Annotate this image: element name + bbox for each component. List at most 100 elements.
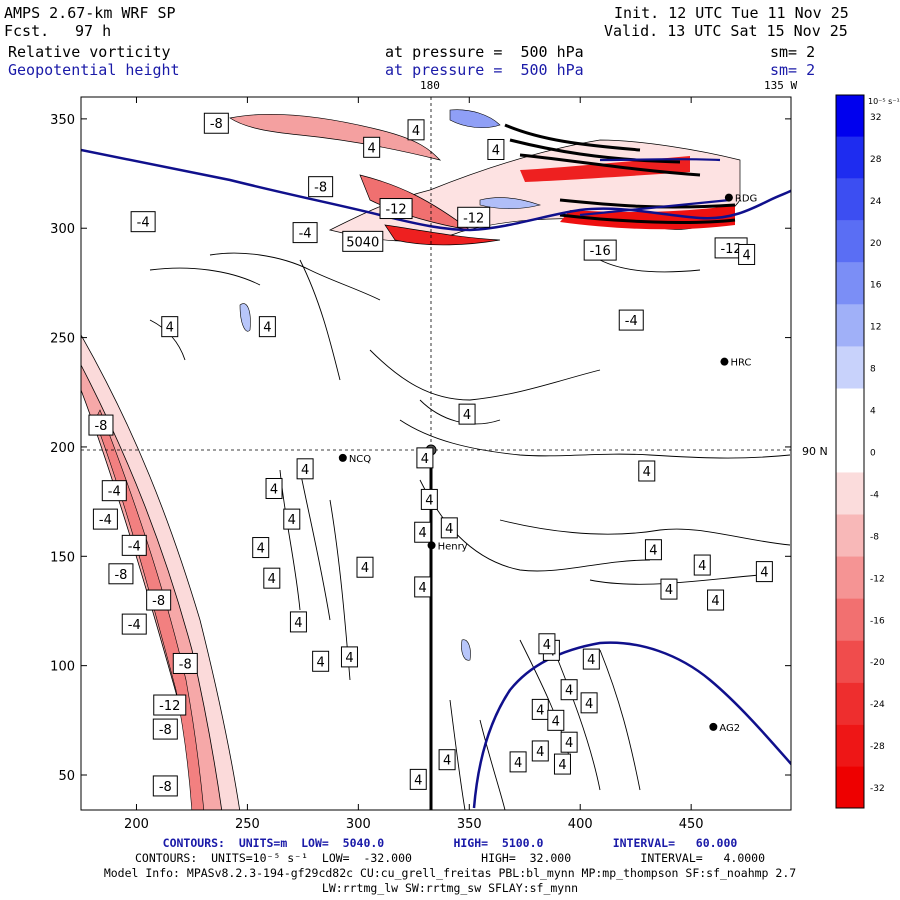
contour-label: 4 [161, 316, 179, 338]
contour-label: 4 [438, 749, 456, 771]
colorbar-swatch [836, 346, 864, 389]
contour-label-text: -8 [94, 419, 107, 434]
contour-label: 4 [531, 740, 549, 762]
center-red-streak [384, 224, 501, 246]
contour-label-box [638, 460, 656, 482]
valid-time: Valid. 13 UTC Sat 15 Nov 25 [604, 22, 848, 40]
contour-label-text: 4 [270, 482, 278, 497]
contour-label-box [458, 403, 476, 425]
colorbar-swatch [836, 304, 864, 347]
contour-label-box [88, 414, 114, 436]
contour-label-box [531, 740, 549, 762]
contour-label-box [152, 775, 178, 797]
contour-label-text: 4 [536, 745, 544, 760]
colorbar-label: 4 [870, 407, 876, 417]
contour-label-text: 4 [288, 513, 296, 528]
contour-label-text: 4 [760, 566, 768, 581]
model-info: Model Info: MPASv8.2.3-194-gf29cd82c CU:… [103, 866, 797, 880]
field1-level: at pressure = 500 hPa [385, 43, 584, 61]
colorbar-label: 24 [870, 197, 882, 207]
contour-label-box [547, 709, 565, 731]
contour-label: -8 [88, 414, 114, 436]
contour-label-text: 4 [361, 561, 369, 576]
station-label: RDG [735, 194, 757, 205]
station-dot [338, 453, 347, 462]
contour-label: 4 [738, 243, 756, 265]
contour-label-text: -16 [590, 244, 611, 259]
contour-label-text: -8 [314, 181, 327, 196]
contour-label-text: -12 [159, 699, 180, 714]
blue-blob-3 [239, 303, 251, 332]
contour-label-text: 4 [665, 583, 673, 598]
contour-label-text: 4 [543, 638, 551, 653]
contour-label-box [414, 576, 432, 598]
contour-label: 4 [440, 517, 458, 539]
station-dot [720, 357, 729, 366]
colorbar-units: 10⁻⁵ s⁻¹ [868, 97, 900, 106]
colorbar-label: 12 [870, 323, 881, 333]
contour-label-box [509, 751, 527, 773]
contour-label: -8 [203, 112, 229, 134]
contour-label-box [755, 561, 773, 583]
colorbar-swatch [836, 262, 864, 305]
contour-label: -12 [379, 198, 413, 220]
contour-label-box [308, 176, 334, 198]
colorbar-label: -28 [870, 742, 885, 752]
contour-label: 4 [265, 477, 283, 499]
contour-label-box [101, 480, 127, 502]
colorbar-swatch [836, 220, 864, 263]
contour-label-text: -8 [159, 723, 172, 738]
contour-label: -8 [146, 589, 172, 611]
contour-label-box [457, 206, 491, 228]
contour-label: 4 [638, 460, 656, 482]
upper-jet-core-red-2 [520, 156, 690, 182]
contour-label-box [340, 646, 358, 668]
colorbar: 32 28 24 20 16 12 8 4 0 -4 -8 -12 -16 -20 -24 -28 -32 10⁻… [835, 94, 900, 809]
contour-label-box [416, 447, 434, 469]
contour-label-box [407, 119, 425, 141]
contour-label-text: 4 [585, 697, 593, 712]
contour-label: -12 [457, 206, 491, 228]
contour-label-box [130, 211, 156, 233]
height-contour-5100 [472, 641, 791, 809]
contour-label: 4 [340, 646, 358, 668]
contour-label-box [296, 458, 314, 480]
contour-label-box [252, 537, 270, 559]
contour-label: -8 [172, 652, 198, 674]
contour-label: -4 [92, 508, 118, 530]
contour-label-box [258, 316, 276, 338]
colorbar-swatch [836, 766, 864, 808]
contour-label-text: 4 [268, 572, 276, 587]
colorbar-label: -24 [870, 700, 885, 710]
contour-label-box [108, 563, 134, 585]
contour-label-text: 5040 [346, 235, 379, 250]
contour-label-text: 4 [445, 522, 453, 537]
contour-label: -8 [108, 563, 134, 585]
station-label: HRC [730, 358, 751, 369]
lat-label-90n: 90 N [802, 445, 828, 458]
contour-label-box [263, 567, 281, 589]
contour-label: -12 [153, 694, 187, 716]
y-tick-label: 250 [50, 332, 75, 347]
contour-label-text: -4 [299, 227, 312, 242]
station-label: Henry [438, 541, 468, 552]
contour-label-text: 4 [698, 559, 706, 574]
height-contour-upper-right [579, 158, 731, 217]
contour-label-box [538, 633, 556, 655]
station-dot [427, 541, 436, 550]
contour-label: 4 [755, 561, 773, 583]
x-tick-label: 300 [346, 817, 371, 832]
contour-label-box [580, 692, 598, 714]
y-tick-label: 150 [50, 550, 75, 565]
contour-label-text: 4 [649, 544, 657, 559]
contour-label: 4 [660, 578, 678, 600]
contour-label: 4 [509, 751, 527, 773]
colorbar-swatch [836, 388, 864, 431]
vorticity-contour-info: CONTOURS: UNITS=10⁻⁵ s⁻¹ LOW= -32.000 HI… [134, 851, 766, 865]
colorbar-label: -4 [870, 490, 879, 500]
lon-label-180: 180 [420, 79, 440, 92]
contour-label-text: 4 [711, 594, 719, 609]
contour-label-text: 4 [368, 141, 376, 156]
